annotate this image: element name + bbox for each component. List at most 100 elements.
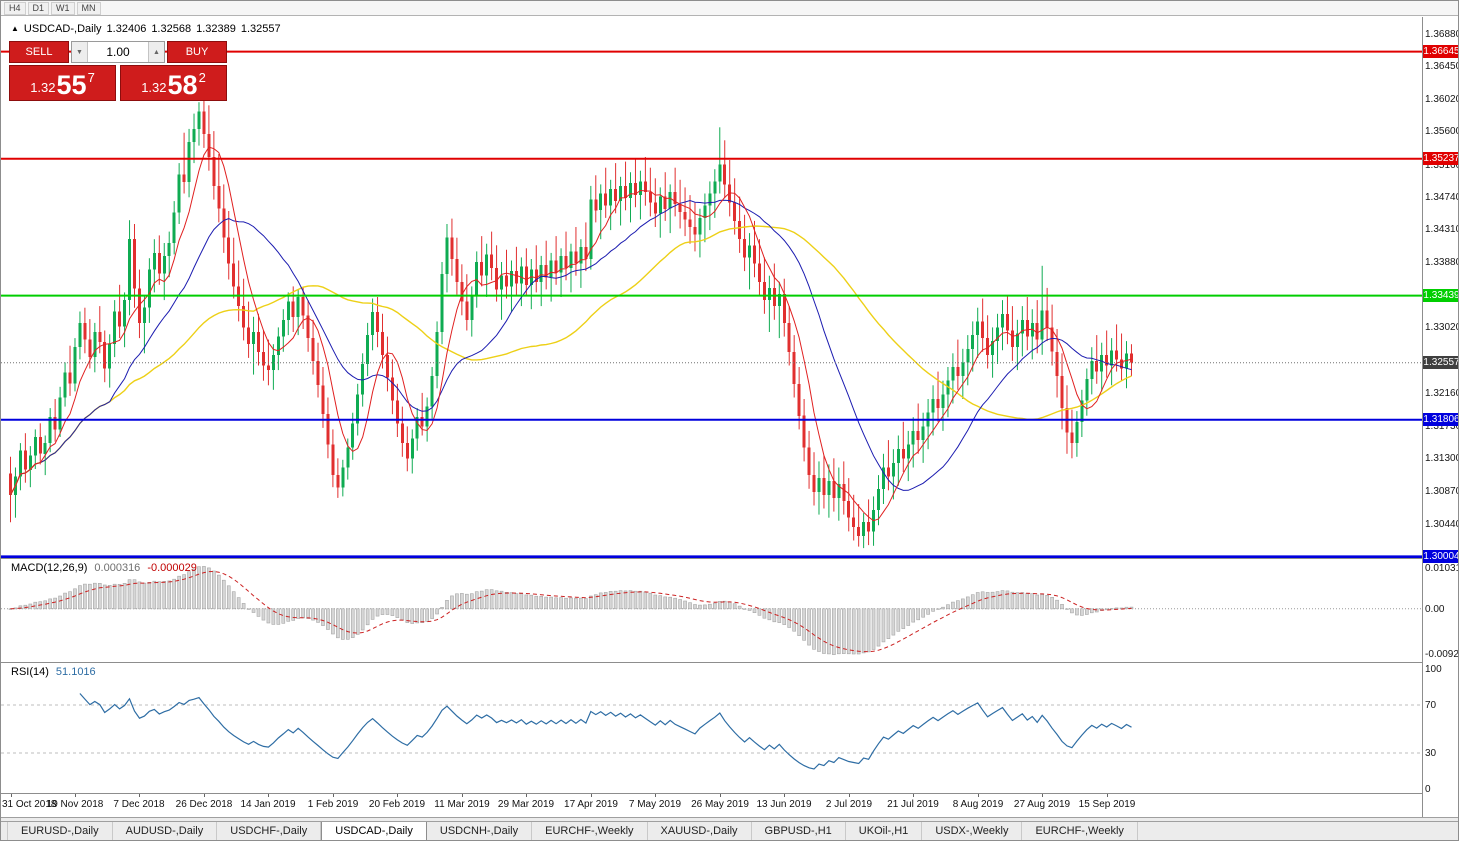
pane-separator-rsi-dates (1, 793, 1458, 794)
time-tick (1107, 794, 1108, 797)
bottom-strip (1, 817, 1458, 821)
period-button-W1[interactable]: W1 (51, 1, 75, 15)
price-tick: 1.36880 (1425, 28, 1459, 40)
rsi-name: RSI(14) (11, 666, 49, 678)
time-tick (720, 794, 721, 797)
date-label: 19 Nov 2018 (46, 799, 104, 810)
ohlc-close: 1.32557 (240, 23, 281, 35)
buy-button[interactable]: BUY (167, 41, 227, 63)
time-tick (655, 794, 656, 797)
price-tick: 1.32160 (1425, 387, 1459, 399)
pane-separator-main-macd[interactable] (1, 558, 1458, 559)
macd-histogram (8, 566, 1134, 655)
date-label: 26 Dec 2018 (175, 799, 233, 810)
pane-separator-macd-rsi[interactable] (1, 662, 1458, 663)
ma-slow (9, 225, 1132, 496)
date-label: 27 Aug 2019 (1013, 799, 1071, 810)
ohlc-open: 1.32406 (106, 23, 147, 35)
time-tick (333, 794, 334, 797)
tick-direction-icon: ▲ (11, 23, 19, 33)
time-tick (75, 794, 76, 797)
macd-scale-min: -0.00920 (1425, 649, 1459, 660)
hline-price-label-1.31806: 1.31806 (1423, 413, 1459, 427)
chart-tab-eurchf-weekly[interactable]: EURCHF-,Weekly (1022, 822, 1138, 840)
period-button-MN[interactable]: MN (76, 1, 101, 15)
ohlc-high: 1.32568 (151, 23, 192, 35)
bid-price-button[interactable]: 1.32 55 7 (9, 65, 116, 101)
price-tick: 1.34740 (1425, 191, 1459, 203)
date-label: 15 Sep 2019 (1078, 799, 1136, 810)
ask-price-pip-digit: 2 (198, 70, 206, 85)
price-tick: 1.31300 (1425, 453, 1459, 465)
time-tick (784, 794, 785, 797)
macd-scale-max: 0.01031 (1425, 563, 1459, 574)
period-toolbar: H4 D1 W1 MN (1, 1, 1458, 16)
macd-main-value: 0.000316 (94, 562, 141, 574)
time-tick (397, 794, 398, 797)
price-tick: 1.30440 (1425, 518, 1459, 530)
time-tick (268, 794, 269, 797)
chart-tab-eurchf-weekly[interactable]: EURCHF-,Weekly (532, 822, 648, 840)
time-axis[interactable]: 31 Oct 2018 19 Nov 2018 7 Dec 2018 26 Dec 2… (1, 793, 1422, 817)
time-tick (11, 794, 12, 797)
rsi-scale-0: 0 (1425, 784, 1431, 795)
price-tick: 1.35600 (1425, 126, 1459, 138)
chart-tab-usdcad-daily[interactable]: USDCAD-,Daily (321, 822, 427, 840)
price-tick: 1.30870 (1425, 486, 1459, 498)
price-tick: 1.33020 (1425, 322, 1459, 334)
time-tick (462, 794, 463, 797)
rsi-scale-30: 30 (1425, 748, 1437, 759)
hline-price-label-1.30004: 1.30004 (1423, 550, 1459, 564)
period-button-H4[interactable]: H4 (4, 1, 26, 15)
hline-price-label-1.36645: 1.36645 (1423, 45, 1459, 59)
rsi-value: 51.1016 (55, 666, 96, 678)
time-tick (526, 794, 527, 797)
price-tick: 1.36450 (1425, 61, 1459, 73)
macd-pane-label: MACD(12,26,9) 0.000316 -0.000029 (11, 562, 197, 574)
chart-tab-usdcnh-daily[interactable]: USDCNH-,Daily (427, 822, 533, 840)
date-label: 21 Jul 2019 (887, 799, 939, 810)
macd-signal-value: -0.000029 (147, 562, 197, 574)
macd-signal-line (10, 570, 1132, 653)
date-label: 1 Feb 2019 (307, 799, 359, 810)
chart-tab-gbpusd-h1[interactable]: GBPUSD-,H1 (752, 822, 846, 840)
macd-scale-zero: 0.00 (1425, 603, 1445, 615)
volume-increase-button[interactable]: ▲ (148, 42, 164, 62)
bid-price-big-digits: 55 (56, 70, 87, 100)
date-label: 13 Jun 2019 (756, 799, 812, 810)
ma-mid (10, 199, 1132, 496)
chart-tab-ukoil-h1[interactable]: UKOil-,H1 (846, 822, 923, 840)
chart-tab-usdchf-daily[interactable]: USDCHF-,Daily (217, 822, 322, 840)
date-label: 11 Mar 2019 (434, 799, 490, 810)
sell-button[interactable]: SELL (9, 41, 69, 63)
date-label: 31 Oct 2018 (2, 799, 57, 810)
date-label: 2 Jul 2019 (825, 799, 873, 810)
current-price-label: 1.32557 (1423, 356, 1459, 370)
volume-input[interactable]: 1.00 (106, 45, 130, 59)
time-tick (1042, 794, 1043, 797)
date-label: 8 Aug 2019 (952, 799, 1004, 810)
ask-price-button[interactable]: 1.32 58 2 (120, 65, 227, 101)
price-tick: 1.33880 (1425, 257, 1459, 268)
macd-name: MACD(12,26,9) (11, 562, 88, 574)
chart-tab-usdx-weekly[interactable]: USDX-,Weekly (922, 822, 1023, 840)
date-label: 20 Feb 2019 (368, 799, 426, 810)
chart-tab-xauusd-daily[interactable]: XAUUSD-,Daily (648, 822, 752, 840)
time-tick (978, 794, 979, 797)
period-button-D1[interactable]: D1 (27, 1, 50, 15)
date-label: 7 Dec 2018 (113, 799, 165, 810)
bid-price-prefix: 1.32 (30, 80, 56, 95)
symbol-period-label: USDCAD-,Daily (23, 23, 102, 35)
rsi-scale-100: 100 (1425, 664, 1442, 675)
rsi-scale-70: 70 (1425, 700, 1437, 711)
chart-tab-eurusd-daily[interactable]: EURUSD-,Daily (7, 822, 113, 840)
time-tick (849, 794, 850, 797)
chart-tab-audusd-daily[interactable]: AUDUSD-,Daily (113, 822, 218, 840)
ma-fast (10, 146, 1132, 522)
ask-price-prefix: 1.32 (141, 80, 167, 95)
date-label: 14 Jan 2019 (240, 799, 296, 810)
ask-price-big-digits: 58 (167, 70, 198, 100)
chart-canvas[interactable] (1, 17, 1422, 793)
time-tick (913, 794, 914, 797)
volume-decrease-button[interactable]: ▼ (72, 42, 88, 62)
